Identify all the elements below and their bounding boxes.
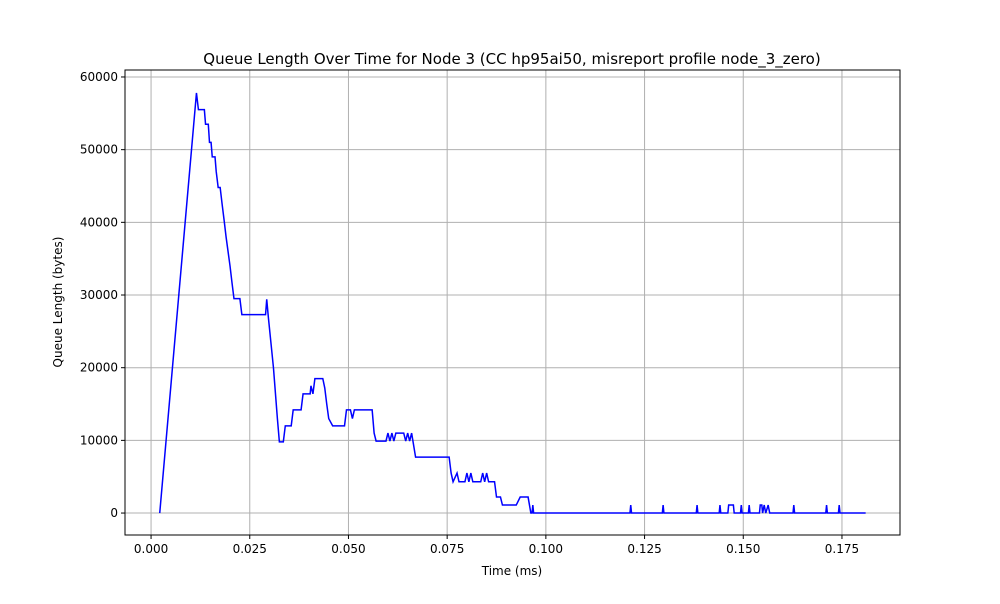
x-tick-label: 0.175	[825, 542, 859, 556]
x-tick-label: 0.025	[233, 542, 267, 556]
y-tick-label: 20000	[80, 361, 118, 375]
y-tick-label: 10000	[80, 433, 118, 447]
x-axis-label: Time (ms)	[481, 564, 543, 578]
y-tick-label: 60000	[80, 70, 118, 84]
y-tick-label: 40000	[80, 215, 118, 229]
y-tick-label: 30000	[80, 288, 118, 302]
y-tick-label: 0	[110, 506, 118, 520]
chart-title: Queue Length Over Time for Node 3 (CC hp…	[203, 50, 820, 69]
x-tick-label: 0.050	[331, 542, 365, 556]
data-line	[158, 92, 866, 514]
x-tick-label: 0.100	[529, 542, 563, 556]
y-tick-label: 50000	[80, 143, 118, 157]
x-tick-label: 0.000	[134, 542, 168, 556]
y-axis-label: Queue Length (bytes)	[51, 237, 65, 368]
x-tick-label: 0.075	[430, 542, 464, 556]
x-tick-label: 0.125	[627, 542, 661, 556]
plot-frame	[124, 69, 901, 536]
x-tick-label: 0.150	[726, 542, 760, 556]
